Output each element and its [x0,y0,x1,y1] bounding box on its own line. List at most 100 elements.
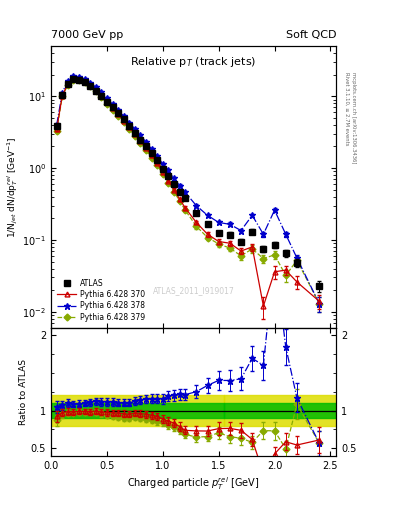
Pythia 6.428 378 [54,122,59,128]
ATLAS [172,181,176,187]
ATLAS [272,242,277,248]
ATLAS [132,130,137,136]
Pythia 6.428 379 [127,126,132,132]
Pythia 6.428 370 [94,88,98,94]
Text: ATLAS_2011_I919017: ATLAS_2011_I919017 [152,287,235,295]
Pythia 6.428 378 [110,101,115,107]
Pythia 6.428 378 [239,227,243,233]
Pythia 6.428 378 [216,220,221,226]
Text: Soft QCD: Soft QCD [286,30,336,40]
Pythia 6.428 379 [105,100,109,106]
Pythia 6.428 379 [261,255,266,262]
Pythia 6.428 378 [155,153,160,159]
Pythia 6.428 379 [317,301,321,307]
Pythia 6.428 378 [166,167,171,174]
Pythia 6.428 370 [205,231,210,237]
Pythia 6.428 379 [54,128,59,134]
ATLAS [60,92,64,98]
Pythia 6.428 370 [228,240,232,246]
ATLAS [183,195,187,201]
Pythia 6.428 378 [127,119,132,125]
Pythia 6.428 378 [71,73,76,79]
Pythia 6.428 378 [261,231,266,237]
Pythia 6.428 378 [105,95,109,101]
ATLAS [166,173,171,179]
ATLAS [105,99,109,105]
Line: Pythia 6.428 379: Pythia 6.428 379 [54,77,322,306]
ATLAS [99,93,104,99]
Pythia 6.428 379 [94,88,98,94]
ATLAS [121,116,126,122]
ATLAS [317,283,321,289]
Pythia 6.428 378 [283,231,288,237]
Pythia 6.428 370 [82,79,87,85]
ATLAS [228,232,232,238]
Pythia 6.428 379 [121,119,126,125]
Pythia 6.428 370 [144,145,149,151]
ATLAS [160,166,165,172]
Pythia 6.428 370 [283,267,288,273]
Pythia 6.428 370 [239,248,243,254]
ATLAS [77,77,81,83]
Pythia 6.428 370 [177,196,182,202]
Pythia 6.428 379 [239,253,243,259]
Pythia 6.428 378 [228,221,232,227]
Pythia 6.428 379 [183,207,187,213]
Text: Relative p$_T$ (track jets): Relative p$_T$ (track jets) [130,55,257,69]
Pythia 6.428 379 [250,246,255,252]
Pythia 6.428 378 [194,203,199,209]
Line: ATLAS: ATLAS [54,76,322,289]
Pythia 6.428 379 [205,234,210,241]
Pythia 6.428 378 [144,139,149,145]
Pythia 6.428 379 [166,179,171,185]
Legend: ATLAS, Pythia 6.428 370, Pythia 6.428 378, Pythia 6.428 379: ATLAS, Pythia 6.428 370, Pythia 6.428 37… [55,276,147,324]
Pythia 6.428 379 [177,198,182,204]
Pythia 6.428 370 [71,76,76,82]
Pythia 6.428 378 [94,84,98,90]
ATLAS [283,250,288,257]
Pythia 6.428 378 [160,161,165,167]
Pythia 6.428 378 [132,126,137,132]
Pythia 6.428 379 [110,106,115,113]
Pythia 6.428 378 [99,89,104,95]
Pythia 6.428 379 [132,133,137,139]
Pythia 6.428 379 [172,188,176,195]
ATLAS [216,230,221,236]
Pythia 6.428 379 [99,94,104,100]
Pythia 6.428 379 [294,257,299,263]
ATLAS [71,76,76,82]
Pythia 6.428 370 [132,131,137,137]
ATLAS [149,151,154,157]
Pythia 6.428 370 [160,169,165,176]
Pythia 6.428 370 [99,93,104,99]
Pythia 6.428 378 [149,146,154,152]
Pythia 6.428 378 [60,90,64,96]
Pythia 6.428 378 [317,301,321,307]
Pythia 6.428 370 [127,124,132,131]
Pythia 6.428 379 [88,83,93,90]
ATLAS [239,239,243,245]
Pythia 6.428 370 [60,93,64,99]
Pythia 6.428 370 [155,160,160,166]
Pythia 6.428 370 [172,187,176,193]
Pythia 6.428 378 [116,107,121,113]
Pythia 6.428 378 [138,133,143,139]
Pythia 6.428 370 [105,99,109,105]
Pythia 6.428 370 [194,220,199,226]
ATLAS [294,260,299,266]
Pythia 6.428 379 [138,140,143,146]
Pythia 6.428 370 [166,178,171,184]
Pythia 6.428 370 [216,239,221,245]
ATLAS [250,229,255,235]
Pythia 6.428 379 [194,223,199,229]
Pythia 6.428 370 [294,279,299,285]
Pythia 6.428 378 [88,79,93,86]
ATLAS [177,188,182,195]
ATLAS [94,88,98,94]
Pythia 6.428 378 [272,207,277,213]
Pythia 6.428 379 [272,252,277,258]
Pythia 6.428 379 [283,272,288,279]
Pythia 6.428 370 [54,126,59,132]
Pythia 6.428 379 [66,81,70,88]
Pythia 6.428 379 [216,241,221,247]
